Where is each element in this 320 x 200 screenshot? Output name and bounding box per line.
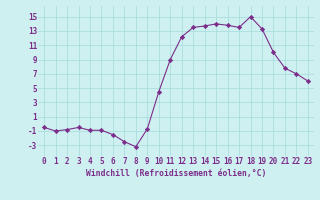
X-axis label: Windchill (Refroidissement éolien,°C): Windchill (Refroidissement éolien,°C) [86, 169, 266, 178]
